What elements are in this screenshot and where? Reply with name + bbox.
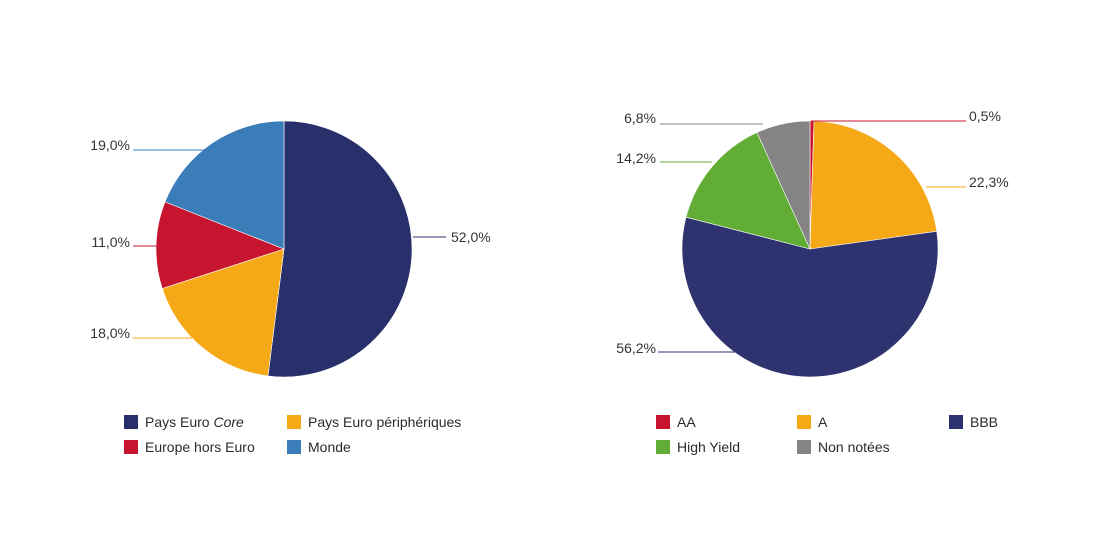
data-label-a: 22,3% bbox=[969, 174, 1009, 190]
legend-label: Non notées bbox=[818, 439, 890, 455]
legend-swatch bbox=[124, 415, 138, 429]
data-label-europe-hors-euro: 11,0% bbox=[91, 234, 130, 250]
legend-item-europe-hors-euro: Europe hors Euro bbox=[124, 439, 255, 455]
legend-label-italic: Core bbox=[213, 414, 244, 430]
pie-slice-non-notees bbox=[756, 120, 811, 250]
legend-item-pays-euro-core: Pays Euro Core bbox=[124, 414, 244, 430]
legend-label-part: Pays Euro bbox=[145, 414, 213, 430]
data-label-pays-euro-core: 52,0% bbox=[451, 229, 491, 245]
legend: Pays Euro Core Pays Euro périphériques Eur… bbox=[124, 414, 461, 455]
legend-item-high-yield: High Yield bbox=[656, 439, 740, 455]
legend-item-aa: AA bbox=[656, 414, 696, 430]
pie-slice-monde bbox=[164, 120, 285, 250]
legend-label: Pays Euro périphériques bbox=[308, 414, 461, 430]
legend-swatch bbox=[656, 415, 670, 429]
slice-labels: 52,0% 18,0% 11,0% 19,0% bbox=[90, 137, 490, 341]
data-label-bbb: 56,2% bbox=[616, 340, 656, 356]
pie-chart-geographic: 52,0%18,0%11,0%19,0%Pays Euro Core Pays E… bbox=[90, 120, 491, 455]
legend-swatch bbox=[124, 440, 138, 454]
data-label-pays-euro-peripheriques: 18,0% bbox=[90, 325, 130, 341]
legend-item-non-notees: Non notées bbox=[797, 439, 890, 455]
legend-swatch bbox=[949, 415, 963, 429]
legend-item-monde: Monde bbox=[287, 439, 351, 455]
pie-slice-pays-euro-peripheriques bbox=[161, 248, 285, 377]
legend-swatch bbox=[797, 440, 811, 454]
pie-slice-pays-euro-core bbox=[267, 120, 413, 378]
legend-label: BBB bbox=[970, 414, 998, 430]
slice-labels: 0,5% 22,3% 56,2% 14,2% 6,8% bbox=[616, 108, 1008, 356]
legend-item-pays-euro-peripheriques: Pays Euro périphériques bbox=[287, 414, 461, 430]
data-label-aa: 0,5% bbox=[969, 108, 1001, 124]
legend-swatch bbox=[656, 440, 670, 454]
legend-item-a: A bbox=[797, 414, 828, 430]
legend-label: Europe hors Euro bbox=[145, 439, 255, 455]
pie-slice-europe-hors-euro bbox=[155, 201, 285, 289]
pie-slices bbox=[155, 120, 413, 378]
legend-swatch bbox=[287, 415, 301, 429]
pie-slice-bbb bbox=[681, 216, 939, 378]
legend-swatch bbox=[797, 415, 811, 429]
legend-label: High Yield bbox=[677, 439, 740, 455]
pie-slice-a bbox=[809, 120, 938, 250]
pie-slice-high-yield bbox=[685, 132, 811, 250]
legend-item-bbb: BBB bbox=[949, 414, 998, 430]
legend-label: A bbox=[818, 414, 828, 430]
data-label-non-notees: 6,8% bbox=[624, 110, 656, 126]
data-label-high-yield: 14,2% bbox=[616, 150, 656, 166]
pie-slices bbox=[681, 120, 939, 378]
legend-label: Monde bbox=[308, 439, 351, 455]
legend-label: AA bbox=[677, 414, 696, 430]
data-label-monde: 19,0% bbox=[90, 137, 130, 153]
leader-lines bbox=[133, 149, 446, 339]
leader-lines bbox=[658, 120, 966, 353]
legend-swatch bbox=[287, 440, 301, 454]
legend-label: Pays Euro Core bbox=[145, 414, 244, 430]
